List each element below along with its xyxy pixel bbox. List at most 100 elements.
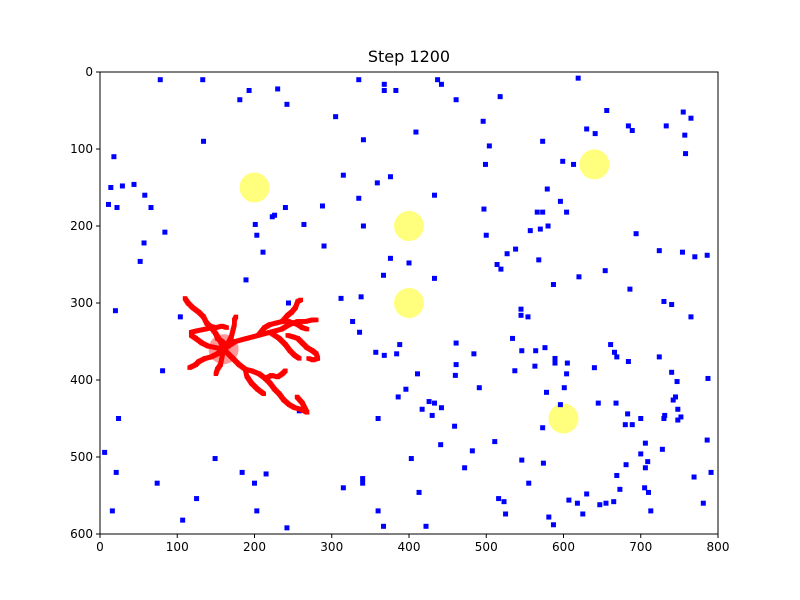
aggregate-point xyxy=(182,296,188,301)
particle-point xyxy=(453,362,459,368)
x-tick-label: 500 xyxy=(475,540,498,554)
particle-point xyxy=(526,480,532,486)
particle-point xyxy=(680,109,686,115)
particle-point xyxy=(682,132,688,138)
particle-point xyxy=(645,459,651,465)
particle-point xyxy=(595,400,601,406)
y-tick-label: 500 xyxy=(70,450,93,464)
particle-point xyxy=(642,440,648,446)
attractor-point xyxy=(394,211,424,241)
seed-point xyxy=(208,334,239,365)
particle-point xyxy=(360,137,366,143)
particle-point xyxy=(381,81,387,87)
particle-point xyxy=(254,232,260,238)
particle-point xyxy=(350,318,356,324)
particle-point xyxy=(403,386,409,392)
particle-point xyxy=(201,138,207,144)
particle-point xyxy=(252,480,257,486)
particle-point xyxy=(527,228,533,234)
particle-point xyxy=(131,181,137,187)
particle-point xyxy=(438,405,444,411)
particle-point xyxy=(708,469,714,475)
attractor-layer xyxy=(239,149,610,434)
particle-point xyxy=(656,354,662,360)
x-tick-label: 0 xyxy=(96,540,104,554)
particle-point xyxy=(453,97,459,103)
particle-point xyxy=(614,354,620,360)
aggregate-point xyxy=(224,325,229,330)
particle-point xyxy=(492,439,498,445)
particle-point xyxy=(360,476,366,482)
particle-point xyxy=(611,349,617,355)
x-tick-label: 400 xyxy=(398,540,421,554)
particle-point xyxy=(374,180,380,186)
particle-point xyxy=(142,192,148,198)
particle-point xyxy=(114,205,120,211)
particle-point xyxy=(642,485,648,491)
x-tick-label: 700 xyxy=(629,540,652,554)
particle-point xyxy=(406,260,412,266)
particle-point xyxy=(540,138,546,144)
particle-point xyxy=(704,437,710,443)
particle-point xyxy=(625,359,631,365)
y-tick-label: 600 xyxy=(70,527,93,541)
particle-point xyxy=(438,442,444,448)
particle-point xyxy=(625,411,631,417)
particle-point xyxy=(260,249,266,255)
particle-point xyxy=(340,172,346,178)
particle-point xyxy=(108,185,114,190)
particle-point xyxy=(688,314,694,320)
particle-point xyxy=(617,486,623,492)
particle-point xyxy=(177,314,183,320)
particle-point xyxy=(119,183,125,189)
particle-point xyxy=(540,209,546,215)
particle-point xyxy=(571,161,577,167)
particle-point xyxy=(661,298,667,304)
particle-point xyxy=(395,394,401,400)
particle-point xyxy=(691,474,697,480)
particle-point xyxy=(663,123,669,129)
y-tick-label: 100 xyxy=(70,142,93,156)
particle-point xyxy=(625,123,631,129)
particle-point xyxy=(648,508,654,514)
particle-point xyxy=(679,249,685,255)
particle-point xyxy=(498,266,504,272)
x-tick-label: 100 xyxy=(166,540,189,554)
particle-point xyxy=(431,400,437,406)
aggregate-point xyxy=(233,314,239,320)
aggregate-point xyxy=(283,368,288,373)
particle-point xyxy=(212,456,218,462)
aggregate-point xyxy=(261,391,266,397)
x-tick-label: 800 xyxy=(707,540,730,554)
particle-point xyxy=(284,101,290,107)
particle-point xyxy=(162,229,168,235)
attractor-point xyxy=(548,403,579,434)
particle-point xyxy=(544,186,550,192)
particle-point xyxy=(614,472,620,478)
particle-point xyxy=(285,300,291,306)
particle-point xyxy=(519,457,525,463)
particle-point xyxy=(452,423,458,429)
particle-point xyxy=(557,198,563,204)
particle-point xyxy=(394,351,400,357)
attractor-point xyxy=(579,149,610,180)
particle-point xyxy=(254,508,260,514)
particle-point xyxy=(675,417,681,423)
particle-point xyxy=(540,425,546,431)
particle-point xyxy=(413,129,419,135)
particle-point xyxy=(381,352,387,358)
y-tick-label: 400 xyxy=(70,373,93,387)
particle-point xyxy=(112,308,118,314)
particle-point xyxy=(534,209,540,215)
y-tick-label: 200 xyxy=(70,219,93,233)
particle-point xyxy=(638,451,644,457)
particle-point xyxy=(102,449,108,455)
particle-point xyxy=(375,416,381,421)
particle-point xyxy=(481,206,487,212)
particle-point xyxy=(462,465,468,471)
aggregate-point xyxy=(306,356,311,361)
particle-point xyxy=(510,335,516,341)
particle-point xyxy=(604,108,610,113)
particle-point xyxy=(564,360,570,366)
